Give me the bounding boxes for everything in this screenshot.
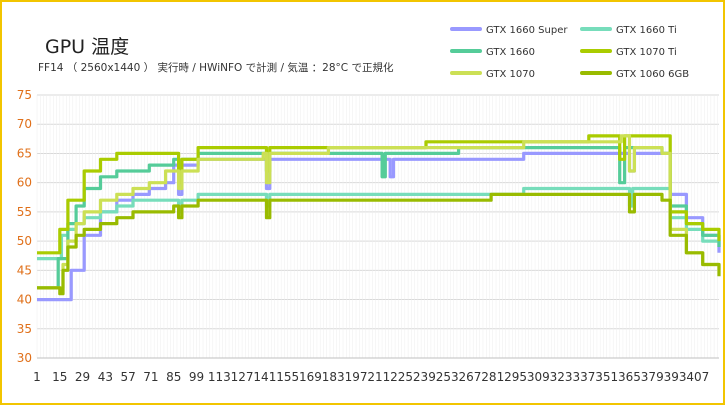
- x-tick-label: 239: [413, 370, 436, 384]
- y-tick-label: 40: [17, 293, 32, 307]
- x-tick-label: 281: [481, 370, 504, 384]
- x-tick-label: 253: [436, 370, 459, 384]
- series-lines: [37, 134, 721, 302]
- legend-label: GTX 1660 Ti: [616, 25, 677, 36]
- x-tick-label: 393: [664, 370, 687, 384]
- x-tick-label: 99: [189, 370, 204, 384]
- y-tick-label: 30: [17, 351, 32, 365]
- x-tick-label: 267: [459, 370, 482, 384]
- x-tick-label: 337: [572, 370, 595, 384]
- y-tick-label: 70: [17, 117, 32, 131]
- y-tick-label: 55: [17, 205, 32, 219]
- x-tick-label: 15: [52, 370, 67, 384]
- x-tick-label: 113: [208, 370, 231, 384]
- chart-subtitle: FF14 （ 2560x1440 ） 実行時 / HWiNFO で計測 / 気温…: [38, 61, 394, 74]
- legend-label: GTX 1660 Super: [486, 25, 568, 36]
- y-tick-label: 35: [17, 322, 32, 336]
- series-line: [37, 192, 721, 296]
- x-tick-label: 127: [231, 370, 254, 384]
- x-tick-label: 183: [322, 370, 345, 384]
- legend-label: GTX 1060 6GB: [616, 69, 689, 80]
- y-tick-label: 45: [17, 263, 32, 277]
- x-tick-label: 323: [550, 370, 573, 384]
- legend-label: GTX 1070 Ti: [616, 47, 677, 58]
- x-tick-label: 71: [143, 370, 158, 384]
- x-tick-label: 57: [121, 370, 136, 384]
- x-tick-label: 43: [98, 370, 113, 384]
- y-tick-label: 75: [17, 88, 32, 102]
- series-line: [37, 134, 721, 290]
- x-tick-label: 141: [253, 370, 276, 384]
- legend-label: GTX 1070: [486, 69, 535, 80]
- x-tick-label: 407: [686, 370, 709, 384]
- x-tick-label: 1: [33, 370, 41, 384]
- series-line: [37, 134, 721, 255]
- x-tick-label: 379: [641, 370, 664, 384]
- legend-label: GTX 1660: [486, 47, 535, 58]
- x-tick-label: 365: [618, 370, 641, 384]
- x-tick-label: 225: [390, 370, 413, 384]
- x-tick-label: 295: [504, 370, 527, 384]
- y-tick-label: 50: [17, 234, 32, 248]
- chart-title: GPU 温度: [45, 36, 129, 58]
- x-tick-label: 155: [276, 370, 299, 384]
- axes: 30 35 40 45 50 55 60 65 70 75 1 15 29 43 57 71 85 99 113 12…: [17, 88, 719, 384]
- x-tick-label: 211: [367, 370, 390, 384]
- x-tick-label: 29: [75, 370, 90, 384]
- x-tick-label: 169: [299, 370, 322, 384]
- x-tick-label: 85: [166, 370, 181, 384]
- y-tick-label: 60: [17, 176, 32, 190]
- x-tick-label: 309: [527, 370, 550, 384]
- x-tick-label: 351: [595, 370, 618, 384]
- x-tick-label: 197: [345, 370, 368, 384]
- y-tick-label: 65: [17, 146, 32, 160]
- legend: GTX 1660 Super GTX 1660 Ti GTX 1660 GTX 107…: [450, 25, 689, 80]
